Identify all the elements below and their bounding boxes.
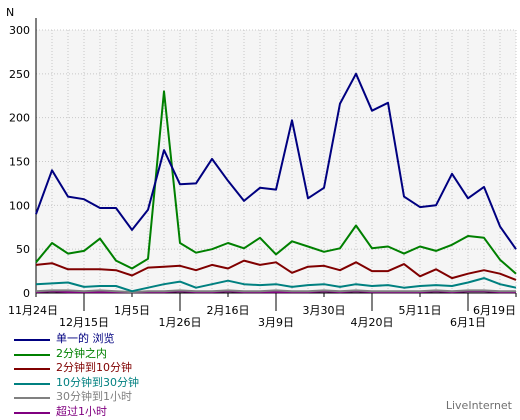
x-tick-label: 6月1日 [450, 316, 486, 329]
y-tick-label: 50 [16, 243, 30, 256]
x-tick-label: 3月30日 [303, 304, 346, 317]
series-line [35, 289, 516, 294]
watermark-liveinternet: LiveInternet [445, 399, 512, 412]
y-axis-letter: N [6, 6, 14, 19]
y-tick-label: 200 [9, 112, 30, 125]
legend-label: 2分钟到10分钟 [56, 361, 132, 375]
y-tick-label: 150 [9, 156, 30, 169]
series-line [35, 72, 517, 250]
series-line [35, 259, 517, 281]
legend-label: 超过1小时 [56, 404, 107, 418]
y-tick-label: 300 [9, 24, 30, 37]
legend-swatch [14, 339, 50, 341]
x-tick-label: 1月26日 [159, 316, 202, 329]
legend-swatch [14, 397, 50, 400]
legend-label: 30分钟到1小时 [56, 390, 132, 404]
legend-swatch [14, 368, 50, 371]
x-tick-label: 4月20日 [351, 316, 394, 329]
x-tick-label: 6月19日 [473, 304, 516, 317]
legend-swatch [14, 411, 50, 414]
legend-swatch [14, 353, 50, 356]
legend-label: 10分钟到30分钟 [56, 375, 139, 389]
y-tick-label: 250 [9, 68, 30, 81]
x-tick-label: 1月5日 [114, 304, 150, 317]
x-tick-label: 12月15日 [59, 316, 109, 329]
y-tick-label: 0 [23, 287, 30, 300]
x-tick-label: 3月9日 [258, 316, 294, 329]
legend-label: 2分钟之内 [56, 346, 107, 360]
legend-swatch [14, 382, 50, 385]
series-line [35, 90, 517, 275]
x-tick-label: 11月24日 [8, 304, 58, 317]
x-tick-label: 5月11日 [399, 304, 442, 317]
y-tick-label: 100 [9, 199, 30, 212]
x-tick-label: 2月16日 [207, 304, 250, 317]
legend-label: 单一的 浏览 [56, 332, 115, 345]
series-line [35, 277, 517, 293]
